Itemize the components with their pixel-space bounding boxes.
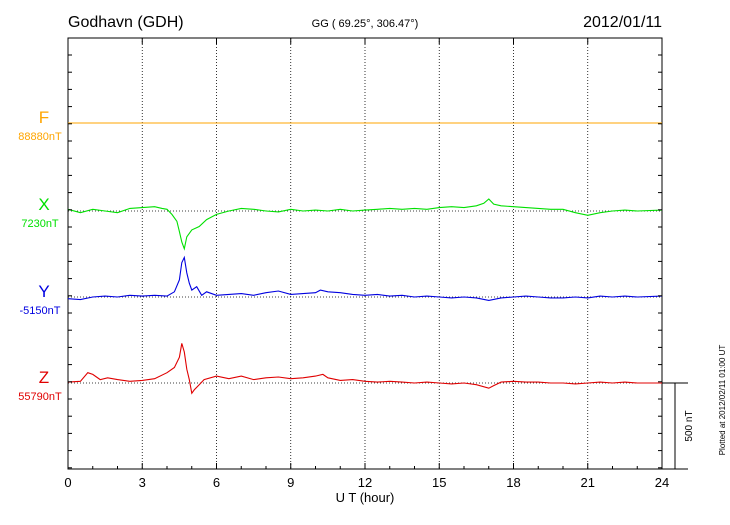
x-tick-label: 18 [506,475,520,490]
x-tick-label: 0 [64,475,71,490]
x-axis-ticks: 0 3 6 9 12 15 18 21 24 [64,38,669,490]
series-name-y: Y [38,282,49,301]
x-axis-label: U T (hour) [336,490,395,505]
series-baseline-x: 7230nT [21,218,59,230]
grid-lines [141,38,589,469]
series-name-z: Z [39,368,49,387]
series-lines [67,122,663,395]
series-name-f: F [39,108,49,127]
series-baseline-y: -5150nT [20,305,61,317]
x-tick-label: 6 [213,475,220,490]
series-name-x: X [38,195,49,214]
x-tick-label: 21 [581,475,595,490]
x-tick-label: 3 [139,475,146,490]
x-tick-label: 12 [358,475,372,490]
x-tick-label: 15 [432,475,446,490]
series-baseline-f: 88880nT [18,131,62,143]
series-line-z [67,343,662,395]
plotted-note: Plotted at 2012/02/11 01:00 UT [718,345,727,456]
chart-date: 2012/01/11 [583,14,662,31]
x-tick-label: 24 [655,475,669,490]
chart-title: Godhavn (GDH) [68,14,184,31]
scale-bar-label: 500 nT [684,410,695,441]
series-baseline-z: 55790nT [18,391,62,403]
series-line-x [67,198,663,251]
series-labels: F 88880nT X 7230nT Y -5150nT Z 55790nT [18,108,62,403]
chart-subtitle: GG ( 69.25°, 306.47°) [312,18,419,30]
series-line-y [67,255,663,301]
x-tick-label: 9 [287,475,294,490]
scale-bar: 500 nT [662,382,695,470]
